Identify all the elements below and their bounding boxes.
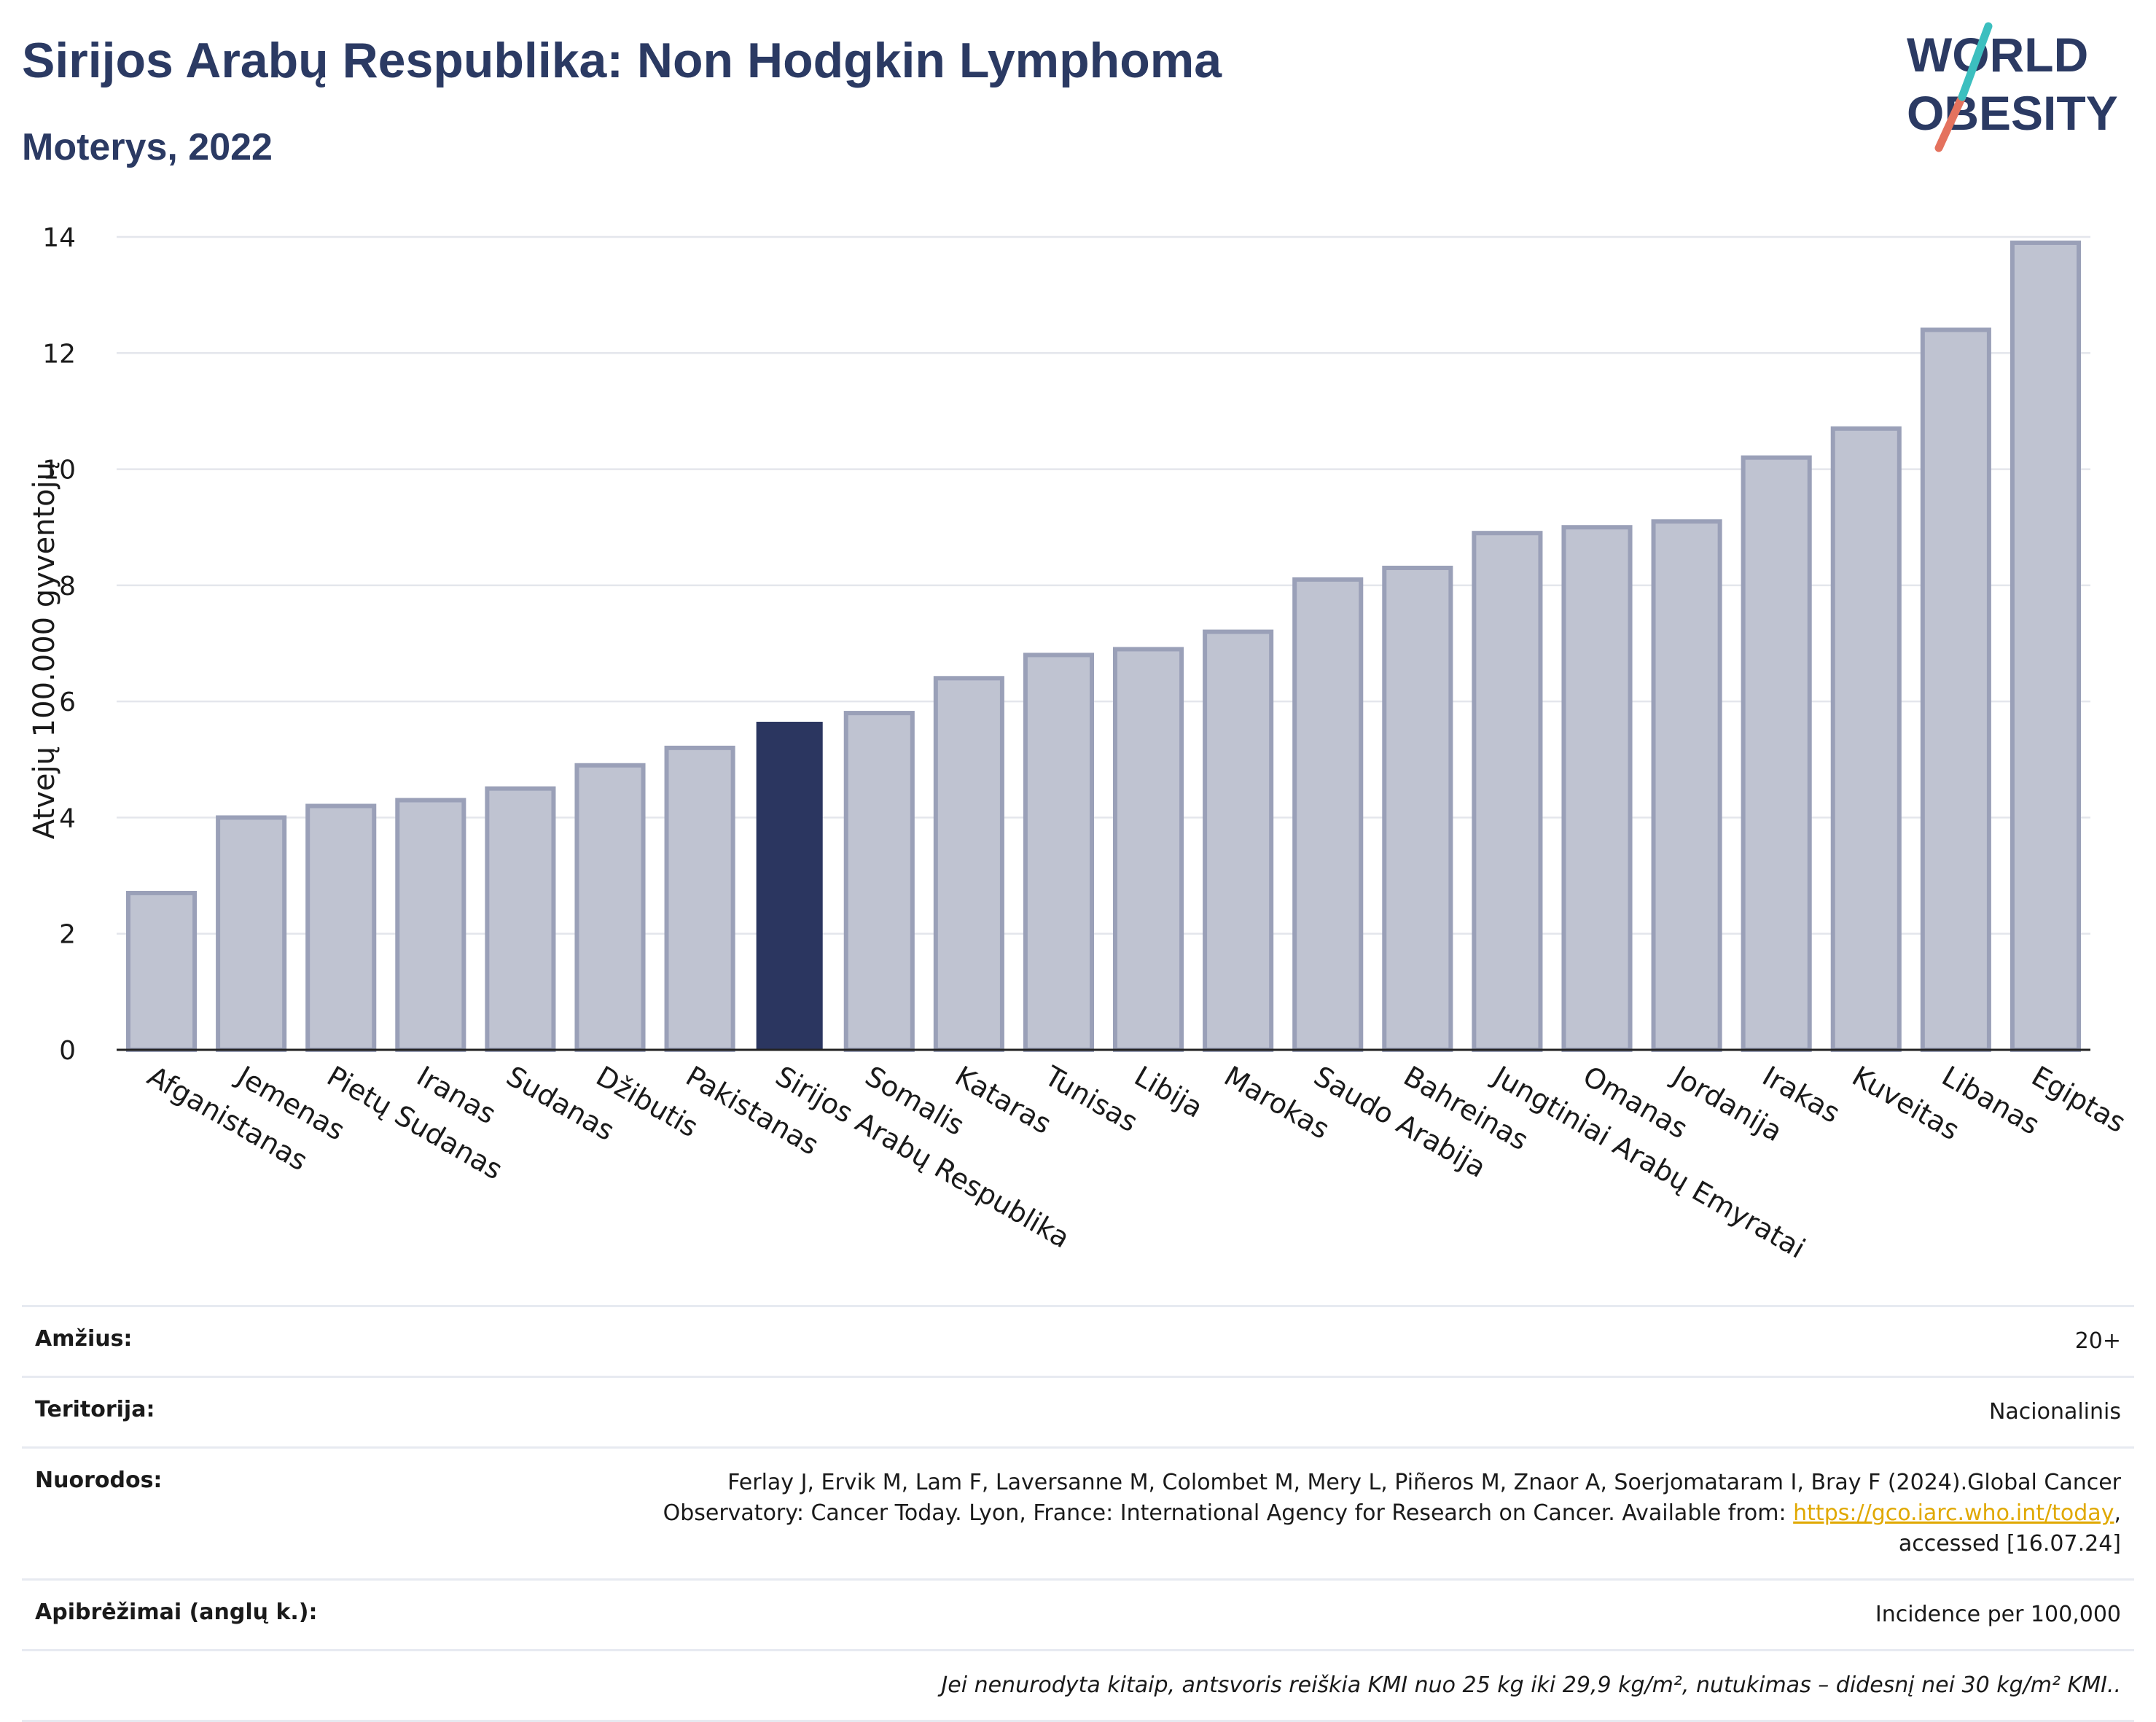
bar-pakistanas (664, 745, 735, 1053)
y-tick-label: 6 (59, 687, 76, 717)
territory-value: Nacionalinis (1988, 1399, 2121, 1425)
info-row-references: Nuorodos: Ferlay J, Ervik M, Lam F, Lave… (22, 1446, 2134, 1578)
bar-jordanija (1651, 519, 1722, 1052)
bar-libija (1113, 647, 1184, 1052)
y-tick-label: 14 (42, 223, 76, 253)
info-table: Amžius: 20+ Teritorija: Nacionalinis Nuo… (22, 1305, 2134, 1722)
references-link[interactable]: https://gco.iarc.who.int/today (1793, 1500, 2114, 1526)
references-value: Ferlay J, Ervik M, Lam F, Laversanne M, … (22, 1449, 2134, 1578)
y-tick-label: 8 (59, 572, 76, 601)
bar-somalis (843, 711, 915, 1052)
bar-afganistanas (126, 890, 198, 1052)
bar-d-ibutis (574, 763, 646, 1052)
x-tick-label: Libija (1129, 1060, 1208, 1124)
y-tick-label: 12 (42, 339, 76, 369)
y-tick-label: 4 (59, 803, 76, 833)
y-tick-label: 2 (59, 920, 76, 950)
info-row-note: Jei nenurodyta kitaip, antsvoris reiškia… (22, 1649, 2134, 1722)
y-axis-title: Atvejų 100.000 gyventojų (28, 462, 61, 839)
y-tick-label: 0 (59, 1036, 76, 1066)
y-axis-ticks: 0 2 4 6 8 10 12 14 (42, 223, 76, 1066)
info-row-territory: Teritorija: Nacionalinis (22, 1376, 2134, 1446)
bar-kuveitas (1830, 426, 1902, 1052)
x-tick-label: Kataras (950, 1060, 1057, 1140)
bar-irakas (1741, 455, 1812, 1052)
info-row-age: Amžius: 20+ (22, 1305, 2134, 1376)
bar-jemenas (216, 815, 287, 1053)
bar-tunisas (1023, 652, 1094, 1052)
bar-omanas (1561, 525, 1633, 1052)
logo-text-obesity: OBESITY (1907, 86, 2118, 140)
footnote: Jei nenurodyta kitaip, antsvoris reiškia… (941, 1672, 2121, 1698)
bar-bahreinas (1382, 565, 1453, 1052)
bar-sudanas (485, 786, 556, 1053)
y-tick-label: 10 (42, 456, 76, 486)
bar-libanas (1920, 327, 1991, 1052)
references-text-2: Observatory: Cancer Today. Lyon, France:… (663, 1500, 1794, 1526)
chart-subtitle: Moterys, 2022 (22, 126, 273, 168)
info-row-definitions: Apibrėžimai (anglų k.): Incidence per 10… (22, 1578, 2134, 1649)
territory-label: Teritorija: (35, 1397, 155, 1422)
age-value: 20+ (2074, 1328, 2121, 1354)
definitions-label: Apibrėžimai (anglų k.): (35, 1600, 318, 1625)
references-text-3: , (2114, 1500, 2121, 1526)
logo-slash-teal (1958, 22, 1993, 101)
bars (126, 240, 2081, 1053)
bar-jungtiniai-arab-emyratai (1472, 531, 1543, 1052)
bar-iranas (395, 798, 466, 1053)
references-label: Nuorodos: (35, 1468, 163, 1493)
world-obesity-logo: WORLD OBESITY (1907, 22, 2118, 152)
bar-kataras (933, 676, 1004, 1052)
logo-slash-coral (1934, 93, 1966, 152)
x-tick-label: Tunisas (1039, 1059, 1143, 1138)
bar-marokas (1203, 629, 1274, 1052)
bar-sirijos-arab-respublika (756, 722, 823, 1050)
age-label: Amžius: (35, 1326, 133, 1352)
references-text-4: accessed [16.07.24] (1898, 1531, 2121, 1557)
definitions-value: Incidence per 100,000 (1875, 1602, 2121, 1627)
bar-piet-sudanas (305, 803, 377, 1052)
references-text-1: Ferlay J, Ervik M, Lam F, Laversanne M, … (727, 1470, 2121, 1495)
x-tick-label: Egiptas (2026, 1060, 2131, 1139)
bar-saudo-arabija (1292, 577, 1364, 1052)
bar-egiptas (2009, 240, 2081, 1053)
logo-text-world: WORLD (1907, 28, 2088, 82)
chart-title: Sirijos Arabų Respublika: Non Hodgkin Ly… (22, 33, 1222, 88)
